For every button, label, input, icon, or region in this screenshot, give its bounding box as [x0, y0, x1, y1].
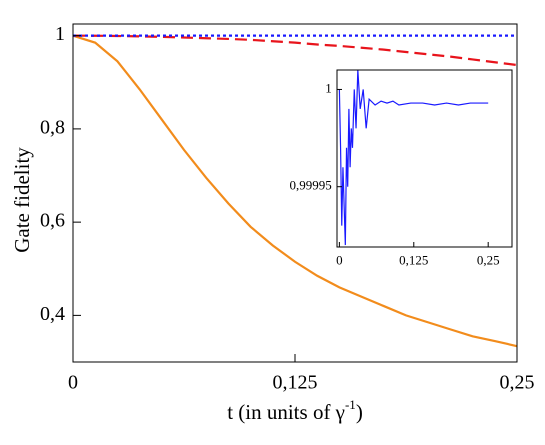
plot-frame: [337, 70, 512, 247]
y-tick-label: 0,6: [40, 210, 65, 232]
y-tick-label: 0,8: [40, 116, 65, 138]
x-tick-label: 0: [336, 252, 343, 267]
y-tick-label: 1: [55, 23, 65, 45]
x-axis-label-text: t (in units of γ: [227, 400, 345, 424]
series-line: [72, 34, 518, 348]
y-axis-label: Gate fidelity: [10, 147, 34, 253]
y-tick-label: 1: [325, 80, 332, 95]
x-tick-label: 0,25: [477, 252, 500, 267]
x-axis-label-end: ): [356, 400, 363, 424]
x-tick-label: 0,125: [273, 372, 318, 394]
x-tick-label: 0: [68, 372, 78, 394]
series-line: [338, 69, 489, 246]
x-tick-label: 0,125: [399, 252, 428, 267]
x-tick-label: 0,25: [500, 372, 535, 394]
x-axis-label: t (in units of γ-1): [227, 397, 363, 424]
y-tick-label: 0,4: [40, 303, 65, 325]
y-tick-label: 0,99995: [290, 178, 332, 193]
plot-border: [336, 69, 513, 248]
x-axis-label-sup: -1: [345, 397, 356, 412]
